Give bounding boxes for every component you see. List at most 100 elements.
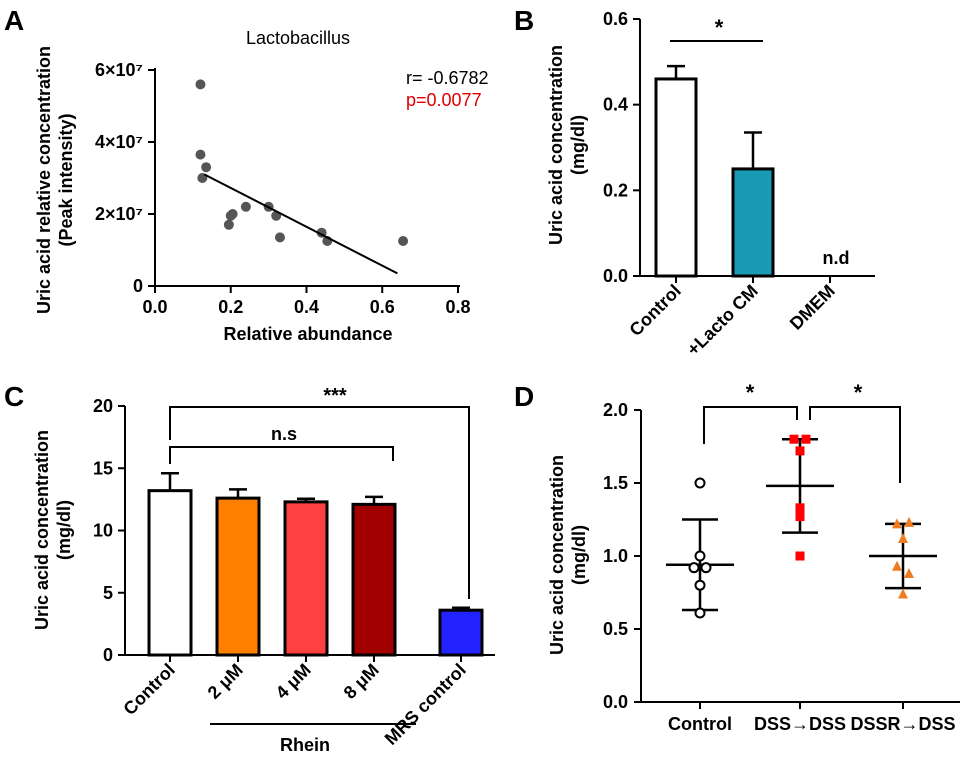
- panel-b-ylabel-line-2: (mg/dl): [568, 115, 588, 175]
- panel-b: B Uric acid concentration (mg/dl) 0.0 0.2…: [514, 5, 875, 360]
- b-x-tick-label: DMEM: [786, 281, 839, 334]
- panel-c-ylabel-line-2: (mg/dl): [54, 500, 74, 560]
- d-data-point: [904, 516, 914, 527]
- c-x-tick-label: 8 μM: [340, 660, 383, 703]
- d-data-point: [795, 446, 805, 456]
- c-bracket-control-vs-8um: [169, 446, 394, 464]
- d-data-point: [898, 532, 908, 543]
- c-bar: [438, 608, 484, 657]
- panel-d-ylabel-line-1: Uric acid concentration: [547, 455, 567, 655]
- panel-b-x-labels: Control+Lacto CM DMEM: [625, 276, 839, 360]
- a-data-point: [274, 232, 285, 243]
- b-x-tick-label: +Lacto CM: [683, 281, 762, 360]
- b-y-tick-label: 0.2: [603, 180, 628, 200]
- c-y-tick-label: 20: [93, 396, 113, 416]
- panel-c-annotations: *** n.s: [169, 385, 470, 599]
- a-y-tick-label: 6×10⁷: [95, 60, 143, 80]
- panel-a-p-value: p=0.0077: [406, 90, 482, 110]
- c-x-tick-label: MRS control: [381, 660, 470, 749]
- d-data-point: [795, 512, 805, 522]
- panel-c-y-ticks: 0 5 10 15 20: [93, 396, 125, 665]
- d-x-tick-label: Control: [668, 714, 732, 734]
- d-x-tick-label: DSS→DSS: [754, 714, 846, 734]
- c-bar: [351, 502, 397, 657]
- panel-d-groups: [666, 434, 937, 619]
- d-data-point: [688, 562, 700, 574]
- c-bar: [215, 496, 261, 657]
- d-y-tick-label: 1.5: [603, 473, 628, 493]
- c-y-tick-label: 5: [103, 583, 113, 603]
- panel-a-y-ticks: 0 2×10⁷ 4×10⁷ 6×10⁷: [95, 60, 155, 296]
- d-data-point: [892, 518, 902, 529]
- panel-a-r-value: r= -0.6782: [406, 68, 489, 88]
- a-y-tick-label: 0: [133, 276, 143, 296]
- panel-d-annotations: * *: [703, 380, 901, 483]
- b-significance-label: *: [715, 15, 724, 40]
- panel-c-group-label: Rhein: [280, 735, 330, 755]
- panel-a-points: [195, 79, 409, 246]
- panel-c-letter: C: [4, 381, 24, 412]
- c-x-tick-label: Control: [119, 660, 178, 719]
- c-bracket-control-vs-mrs: [169, 406, 470, 599]
- panel-c-ylabel-line-1: Uric acid concentration: [32, 430, 52, 630]
- c-y-tick-label: 15: [93, 458, 113, 478]
- d-data-point: [694, 477, 706, 489]
- c-x-tick-label: 2 μM: [204, 660, 247, 703]
- c-bracket-label-1: ***: [323, 385, 347, 407]
- a-x-tick-label: 0.6: [370, 297, 395, 317]
- c-y-tick-label: 10: [93, 521, 113, 541]
- a-x-tick-label: 0.0: [142, 297, 167, 317]
- a-data-point: [223, 219, 234, 230]
- panel-a-x-ticks: 0.0 0.2 0.4 0.6 0.8: [142, 286, 471, 317]
- panel-a-fit-line: [203, 173, 398, 275]
- d-data-point: [694, 607, 706, 619]
- d-x-tick-label: DSSR→DSS: [850, 714, 955, 734]
- d-bracket-label-1: *: [746, 380, 755, 405]
- panel-d-letter: D: [514, 381, 534, 412]
- b-y-tick-label: 0.0: [603, 266, 628, 286]
- d-data-point: [801, 434, 811, 444]
- b-x-tick-label: Control: [625, 281, 684, 340]
- d-data-point: [700, 562, 712, 574]
- a-x-tick-label: 0.8: [445, 297, 470, 317]
- panel-d-ylabel: Uric acid concentration (mg/dl): [547, 455, 589, 655]
- panel-b-ylabel: Uric acid concentration (mg/dl): [546, 45, 588, 245]
- d-y-tick-label: 2.0: [603, 400, 628, 420]
- d-data-point: [795, 503, 805, 513]
- d-data-point: [694, 579, 706, 591]
- d-data-point: [694, 550, 706, 562]
- a-x-tick-label: 0.2: [218, 297, 243, 317]
- d-y-tick-label: 0.0: [603, 692, 628, 712]
- c-y-tick-label: 0: [103, 645, 113, 665]
- a-y-tick-label: 2×10⁷: [95, 204, 143, 224]
- panel-a-ylabel-line-1: Uric acid relative concentration: [34, 46, 54, 314]
- d-bracket-control-vs-dss: [703, 406, 798, 444]
- panel-d-y-ticks: 0.0 0.5 1.0 1.5 2.0: [603, 400, 641, 712]
- a-y-tick-label: 4×10⁷: [95, 132, 143, 152]
- panel-a-ylabel: Uric acid relative concentration (Peak i…: [34, 46, 76, 314]
- panel-b-annotations: * n.d: [670, 15, 850, 268]
- panel-a-letter: A: [4, 5, 24, 36]
- panel-d-ylabel-line-2: (mg/dl): [569, 525, 589, 585]
- c-bracket-label-2: n.s: [271, 424, 297, 444]
- panel-b-letter: B: [514, 5, 534, 36]
- panel-d: D Uric acid concentration (mg/dl) 0.0 0.5…: [514, 380, 960, 734]
- panel-d-x-labels: Control DSS→DSS DSSR→DSS: [668, 702, 956, 734]
- panel-a-title: Lactobacillus: [246, 28, 350, 48]
- c-x-tick-label: 4 μM: [272, 660, 315, 703]
- c-bar: [283, 500, 329, 657]
- panel-a: A Lactobacillus Uric acid relative conce…: [4, 5, 489, 344]
- a-x-tick-label: 0.4: [294, 297, 319, 317]
- c-bar: [147, 489, 193, 657]
- d-bracket-dss-vs-dssr: [809, 406, 901, 483]
- b-y-tick-label: 0.4: [603, 95, 628, 115]
- a-data-point: [398, 236, 409, 246]
- a-data-point: [240, 201, 251, 212]
- b-nd-label: n.d: [823, 248, 850, 268]
- d-data-point: [904, 568, 914, 579]
- a-data-point: [201, 162, 212, 173]
- d-y-tick-label: 0.5: [603, 619, 628, 639]
- panel-b-y-ticks: 0.0 0.2 0.4 0.6: [603, 9, 640, 286]
- b-bar: [731, 167, 775, 278]
- panel-a-ylabel-line-2: (Peak intensity): [56, 113, 76, 246]
